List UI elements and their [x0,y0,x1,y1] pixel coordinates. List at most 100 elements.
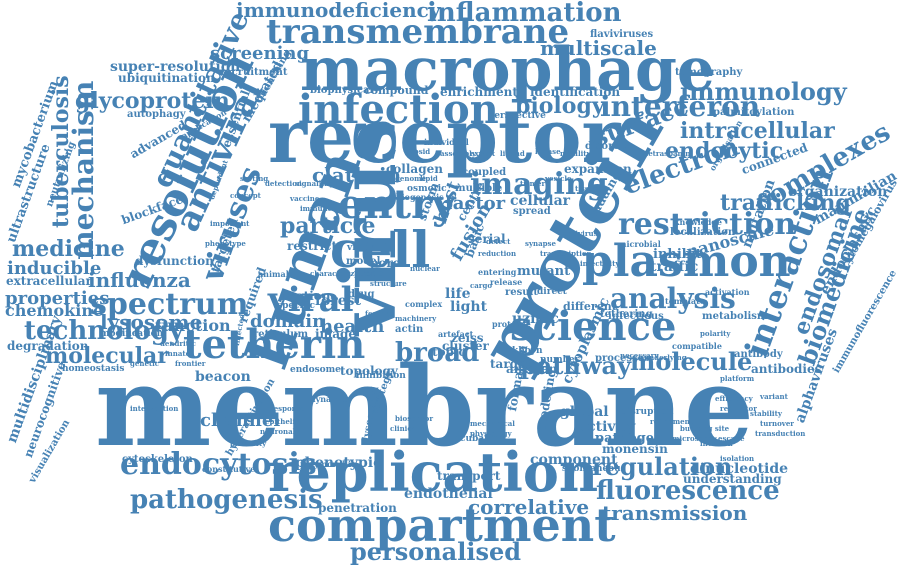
cloud-word: personalised [350,537,522,566]
cloud-word: different [563,300,617,313]
cloud-word: khoyn [512,346,543,356]
cloud-word: compound [364,84,429,97]
cloud-word: biosensor [395,414,434,423]
cloud-word: budding site [680,424,730,433]
cloud-word: result [505,287,538,298]
cloud-word: tissue [575,184,599,193]
cloud-word: forest [315,293,361,309]
cloud-word: fixation [280,289,331,303]
cloud-word: transcription [540,249,592,258]
cloud-word: transduction [755,429,806,438]
cloud-word: clathrin [312,163,402,187]
cloud-word: incubation [450,434,505,444]
cloud-word: transmission [602,501,748,525]
cloud-word: science [510,303,677,350]
cloud-word: kinase [535,147,561,156]
cloud-word: export [470,149,496,158]
cloud-word: actin [395,324,424,335]
cloud-word: ubiquitination [118,71,215,85]
cloud-word: phenotypic [295,455,382,471]
cloud-word: dinucleotide [690,461,789,477]
cloud-word: synapse [525,239,556,248]
cloud-word: assembly [440,149,476,158]
cloud-word: probe [354,269,384,279]
cloud-word: ligand [500,149,525,158]
cloud-word: mechanical [470,419,515,428]
cloud-word: penetration [318,501,397,515]
cloud-word: polymorphic [300,459,356,469]
cloud-word: regulation [592,452,733,481]
cloud-word: receptor [268,94,621,180]
cloud-word: infection [298,86,499,133]
cloud-word: pathogenesis [130,485,323,515]
cloud-word: physiology [470,429,512,438]
cloud-word: motility [560,149,591,158]
cloud-word: inflammation [427,0,622,28]
cloud-word: artefact [438,329,474,339]
cloud-word: inhibition [356,371,406,381]
cloud-word: virion [347,243,377,253]
cloud-word: identification [530,85,621,99]
cloud-word: epithelial [265,417,303,426]
cloud-word: neuronal [260,427,296,436]
cloud-word: lipid [420,174,438,183]
cloud-word: endocytic [665,138,784,164]
cloud-word: important [210,219,250,228]
cloud-word: trafficking [720,190,851,216]
cloud-word: polarity [700,329,731,338]
cloud-word: replication [268,440,599,504]
cloud-word: vesicle [545,174,572,183]
cloud-word: channel [200,410,281,431]
cloud-word: animal [258,269,289,279]
cloud-word: tethering [600,309,653,320]
cloud-word: feature [365,309,394,318]
cloud-word: collagen [386,162,443,176]
cloud-word: analysis [610,282,736,315]
cloud-word: macrophage [300,35,716,105]
cloud-word: metabolism [702,311,768,322]
cloud-word: expansion [564,162,632,176]
cloud-word: antibodies [751,362,822,376]
cloud-word: uzmic [512,311,559,327]
cloud-word: viral [268,280,354,320]
cloud-word: concept [230,191,261,200]
cloud-word: intervention [130,404,179,413]
cloud-word: pore [370,256,401,270]
cloud-word: homeostasis [62,364,125,374]
cloud-word: refinement [650,417,693,426]
cloud-word: signalling [295,179,335,188]
cloud-word: imaging [470,167,608,202]
cloud-word: autophagy [127,109,186,120]
cloud-word: perspective [488,111,546,121]
cloud-word: efficiency [715,394,753,403]
cloud-word: biophysical [310,85,374,96]
cloud-word: membrane [95,342,754,471]
cloud-word: inducible [7,258,102,279]
cloud-word: protease [492,319,531,329]
cloud-word: particle [280,213,376,239]
cloud-word: variant [760,392,788,401]
cloud-word: constitutive [202,464,256,474]
cloud-word: inhibit [653,247,702,262]
cloud-word: activity [578,419,636,435]
cloud-word: mutant [517,264,571,279]
cloud-word: plasticity [230,439,267,448]
cloud-word: traffic [650,259,699,275]
cloud-word: direct [537,287,567,297]
cloud-word: immunology [680,77,847,106]
cloud-word: technology [24,316,185,346]
cloud-word: machinery [395,314,437,323]
cloud-word: individual [424,137,469,147]
cloud-word: spread [513,206,551,217]
cloud-word: cluster [442,339,489,353]
cloud-word: turnover [760,419,794,428]
cloud-word: endocytosis [120,447,317,482]
cloud-word: medicine [12,236,125,262]
cloud-word: antibody [734,349,783,360]
cloud-word: transmembrane [266,12,570,52]
cloud-word: reduction [478,249,517,258]
cloud-word: infectivity [580,259,620,268]
cloud-word: infectious [608,311,664,322]
cloud-word: endosome [290,365,341,375]
